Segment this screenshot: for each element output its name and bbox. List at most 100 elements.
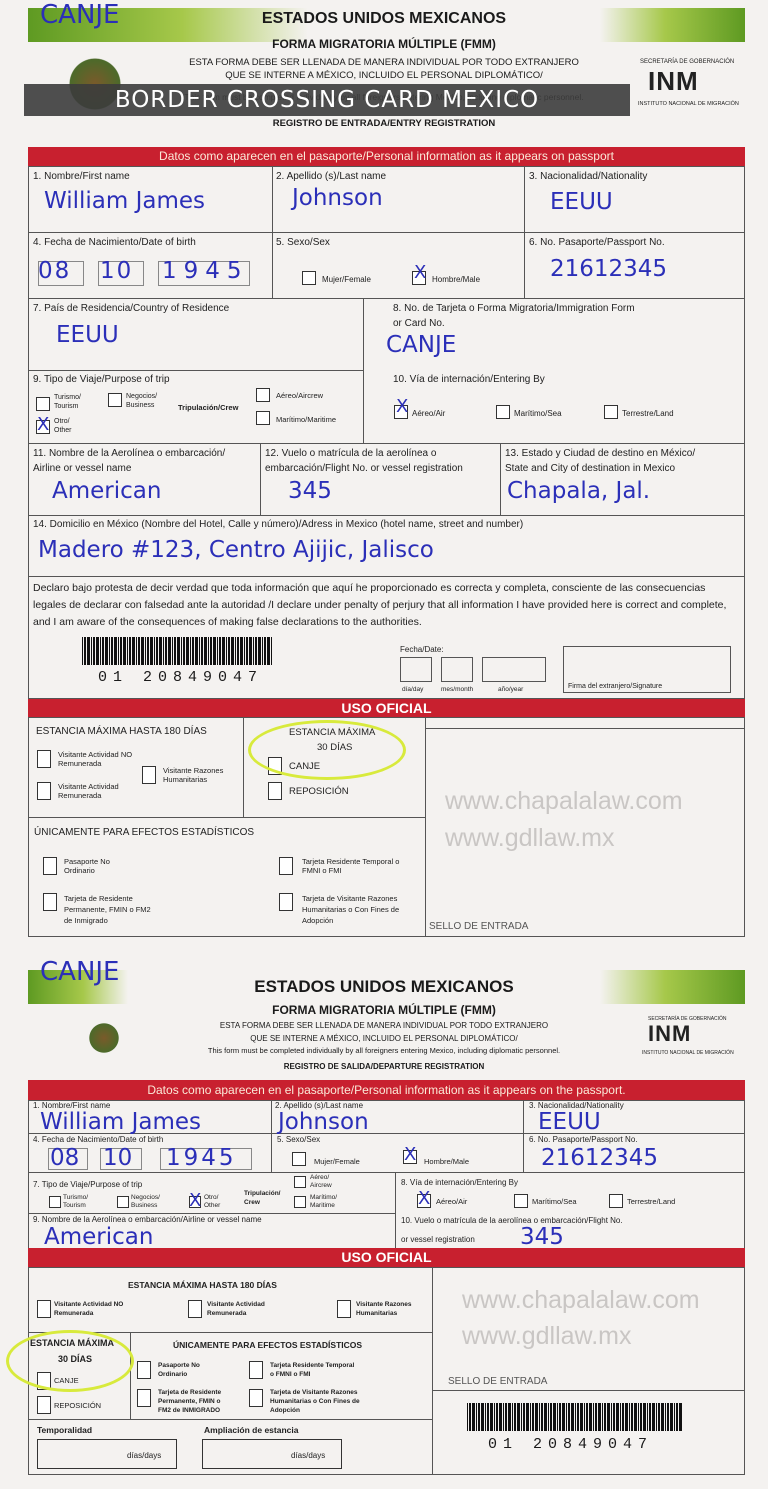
vis-rem-label: Visitante Actividad Remunerada <box>58 782 119 800</box>
dob-year[interactable]: 1945 <box>162 258 249 284</box>
barcode-bar <box>174 637 176 665</box>
business-checkbox[interactable] <box>117 1196 129 1208</box>
barcode-bar <box>532 1403 534 1431</box>
maritime-crew-label: Marítimo/ Maritime <box>310 1194 338 1209</box>
vis-rem-checkbox[interactable] <box>37 782 51 800</box>
vis-card-checkbox[interactable] <box>249 1389 263 1407</box>
immigration-form-label-2: or Card No. <box>393 318 445 329</box>
immigration-form-value[interactable]: CANJE <box>386 332 457 358</box>
vis-card-label: Tarjeta de Visitante Razones Humanitaria… <box>302 894 400 925</box>
passport-value[interactable]: 21612345 <box>550 256 668 282</box>
vis-rem-checkbox[interactable] <box>188 1300 202 1318</box>
green-banner-left <box>28 8 308 42</box>
sea-checkbox[interactable] <box>514 1194 528 1208</box>
instructions-1: ESTA FORMA DEBE SER LLENADA DE MANERA IN… <box>189 57 579 68</box>
pas-no-checkbox[interactable] <box>137 1361 151 1379</box>
date-year-field[interactable] <box>482 657 546 682</box>
destination-value[interactable]: Chapala, Jal. <box>507 478 651 504</box>
other-checkbox[interactable] <box>36 420 50 434</box>
first-name-value[interactable]: William James <box>44 188 206 214</box>
airline-value[interactable]: American <box>52 478 162 504</box>
dob-month[interactable]: 10 <box>103 1145 133 1171</box>
overlay-title: BORDER CROSSING CARD MEXICO <box>114 87 540 113</box>
dob-year[interactable]: 1945 <box>166 1145 237 1171</box>
reposicion-checkbox[interactable] <box>268 782 282 800</box>
female-checkbox[interactable] <box>292 1152 306 1166</box>
registration-type: REGISTRO DE ENTRADA/ENTRY REGISTRATION <box>272 118 496 129</box>
cell-flight <box>260 443 501 516</box>
last-name-value[interactable]: Johnson <box>278 1109 369 1135</box>
dob-day[interactable]: 08 <box>38 258 72 284</box>
passport-value[interactable]: 21612345 <box>541 1145 659 1171</box>
vis-card-checkbox[interactable] <box>279 893 293 911</box>
barcode-bar <box>652 1403 655 1431</box>
air-checkbox[interactable] <box>394 405 408 419</box>
entry-stamp-label: SELLO DE ENTRADA <box>429 921 529 932</box>
vis-no-rem-checkbox[interactable] <box>37 1300 51 1318</box>
pas-no-checkbox[interactable] <box>43 857 57 875</box>
aircrew-checkbox[interactable] <box>256 388 270 402</box>
barcode-bar <box>219 637 221 665</box>
land-checkbox[interactable] <box>604 405 618 419</box>
business-checkbox[interactable] <box>108 393 122 407</box>
tourism-checkbox[interactable] <box>36 397 50 411</box>
barcode-bar <box>602 1403 603 1431</box>
land-checkbox[interactable] <box>609 1194 623 1208</box>
sea-checkbox[interactable] <box>496 405 510 419</box>
res-perm-checkbox[interactable] <box>43 893 57 911</box>
barcode-bar <box>593 1403 594 1431</box>
watermark-1: www.chapalalaw.com <box>462 1286 700 1314</box>
air-label: Aéreo/Air <box>436 1197 468 1206</box>
barcode-bar <box>616 1403 619 1431</box>
date-month-field[interactable] <box>441 657 473 682</box>
barcode-bar <box>604 1403 606 1431</box>
reposicion-checkbox[interactable] <box>37 1396 51 1414</box>
passport-label: 6. No. Pasaporte/Passport No. <box>529 1135 638 1144</box>
aircrew-checkbox[interactable] <box>294 1176 306 1188</box>
last-name-value[interactable]: Johnson <box>292 185 383 211</box>
flight-value[interactable]: 345 <box>288 478 332 504</box>
res-temp-checkbox[interactable] <box>249 1361 263 1379</box>
res-temp-checkbox[interactable] <box>279 857 293 875</box>
ampliacion-label: Ampliación de estancia <box>204 1425 299 1435</box>
address-value[interactable]: Madero #123, Centro Ajijic, Jalisco <box>38 537 434 563</box>
ampliacion-field[interactable] <box>202 1439 342 1469</box>
nationality-value[interactable]: EEUU <box>550 189 613 215</box>
male-checkbox[interactable] <box>403 1150 417 1164</box>
residence-value[interactable]: EEUU <box>56 322 119 348</box>
airline-label: 9. Nombre de la Aerolínea o embarcación/… <box>33 1215 262 1224</box>
dob-day[interactable]: 08 <box>50 1145 80 1171</box>
instructions-1: ESTA FORMA DEBE SER LLENADA DE MANERA IN… <box>219 1021 549 1030</box>
barcode-bar <box>613 1403 615 1431</box>
vis-no-rem-checkbox[interactable] <box>37 750 51 768</box>
dob-month[interactable]: 10 <box>100 258 134 284</box>
destination-label: 13. Estado y Ciudad de destino en México… <box>505 448 696 459</box>
signature-field[interactable] <box>563 646 731 693</box>
barcode-bar <box>93 637 95 665</box>
barcode-bar <box>156 637 158 665</box>
maritime-crew-checkbox[interactable] <box>294 1196 306 1208</box>
date-day-field[interactable] <box>400 657 432 682</box>
barcode-bar <box>562 1403 565 1431</box>
airline-value[interactable]: American <box>44 1224 154 1250</box>
temporalidad-field[interactable] <box>37 1439 177 1469</box>
flight-value[interactable]: 345 <box>520 1224 564 1250</box>
first-name-value[interactable]: William James <box>40 1109 202 1135</box>
other-checkbox[interactable] <box>189 1196 201 1208</box>
nationality-value[interactable]: EEUU <box>538 1109 601 1135</box>
entering-by-label: 8. Vía de internación/Entering By <box>401 1178 518 1187</box>
barcode-bar <box>595 1403 597 1431</box>
stamp-note: CANJE <box>40 0 120 30</box>
sea-label: Marítimo/Sea <box>514 409 562 418</box>
female-label: Mujer/Female <box>322 275 371 284</box>
air-checkbox[interactable] <box>417 1194 431 1208</box>
pas-no-label: Pasaporte No Ordinario <box>158 1362 200 1378</box>
res-perm-checkbox[interactable] <box>137 1389 151 1407</box>
tourism-checkbox[interactable] <box>49 1196 61 1208</box>
vis-no-rem-label: Visitante Actividad NO Remunerada <box>54 1301 124 1317</box>
vis-hum-checkbox[interactable] <box>337 1300 351 1318</box>
maritime-crew-checkbox[interactable] <box>256 411 270 425</box>
vis-hum-checkbox[interactable] <box>142 766 156 784</box>
male-checkbox[interactable] <box>412 271 426 285</box>
female-checkbox[interactable] <box>302 271 316 285</box>
